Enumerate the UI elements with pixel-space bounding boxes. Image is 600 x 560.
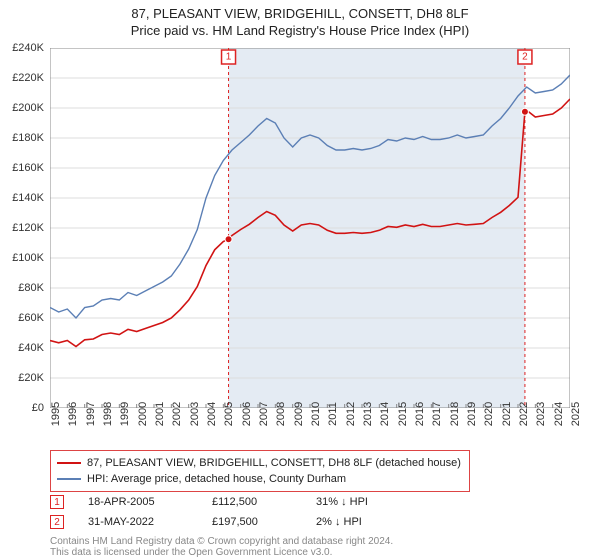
- x-tick-label: 2015: [397, 402, 409, 426]
- x-tick-label: 2002: [171, 402, 183, 426]
- x-tick-label: 2018: [449, 402, 461, 426]
- y-tick-label: £40K: [18, 342, 44, 354]
- y-tick-label: £120K: [12, 222, 44, 234]
- chart-area: 12 £0£20K£40K£60K£80K£100K£120K£140K£160…: [50, 48, 570, 408]
- y-tick-label: £0: [32, 402, 44, 414]
- legend-label: HPI: Average price, detached house, Coun…: [87, 471, 346, 487]
- x-tick-label: 1998: [102, 402, 114, 426]
- x-tick-label: 2012: [345, 402, 357, 426]
- y-tick-label: £200K: [12, 102, 44, 114]
- credits-line: This data is licensed under the Open Gov…: [50, 547, 393, 558]
- x-tick-label: 2005: [223, 402, 235, 426]
- legend-swatch: [57, 462, 81, 464]
- x-tick-label: 1995: [50, 402, 62, 426]
- x-tick-label: 2022: [518, 402, 530, 426]
- legend-swatch: [57, 478, 81, 480]
- y-tick-label: £140K: [12, 192, 44, 204]
- x-tick-label: 2014: [379, 402, 391, 426]
- x-tick-label: 2023: [535, 402, 547, 426]
- x-tick-label: 2024: [553, 402, 565, 426]
- transaction-marker-icon: 2: [50, 515, 64, 529]
- y-tick-label: £60K: [18, 312, 44, 324]
- y-tick-label: £180K: [12, 132, 44, 144]
- svg-text:2: 2: [522, 52, 528, 63]
- x-tick-label: 2010: [310, 402, 322, 426]
- x-tick-label: 2000: [137, 402, 149, 426]
- x-tick-label: 2021: [501, 402, 513, 426]
- y-tick-label: £100K: [12, 252, 44, 264]
- credits-line: Contains HM Land Registry data © Crown c…: [50, 536, 393, 547]
- x-tick-label: 2025: [570, 402, 582, 426]
- y-tick-label: £220K: [12, 72, 44, 84]
- transaction-marker-icon: 1: [50, 495, 64, 509]
- title-address: 87, PLEASANT VIEW, BRIDGEHILL, CONSETT, …: [0, 0, 600, 21]
- x-tick-label: 1999: [119, 402, 131, 426]
- legend-item: HPI: Average price, detached house, Coun…: [57, 471, 463, 487]
- svg-text:1: 1: [226, 52, 232, 63]
- table-row: 1 18-APR-2005 £112,500 31% ↓ HPI: [50, 492, 368, 512]
- tx-delta: 2% ↓ HPI: [316, 516, 362, 528]
- x-tick-label: 2011: [327, 402, 339, 426]
- legend-item: 87, PLEASANT VIEW, BRIDGEHILL, CONSETT, …: [57, 455, 463, 471]
- x-tick-label: 2017: [431, 402, 443, 426]
- legend-label: 87, PLEASANT VIEW, BRIDGEHILL, CONSETT, …: [87, 455, 461, 471]
- y-tick-label: £240K: [12, 42, 44, 54]
- y-tick-label: £160K: [12, 162, 44, 174]
- x-tick-label: 2008: [275, 402, 287, 426]
- x-tick-label: 2007: [258, 402, 270, 426]
- x-tick-label: 2006: [241, 402, 253, 426]
- tx-date: 18-APR-2005: [88, 496, 188, 508]
- title-subtitle: Price paid vs. HM Land Registry's House …: [0, 21, 600, 38]
- tx-delta: 31% ↓ HPI: [316, 496, 368, 508]
- x-tick-label: 2001: [154, 402, 166, 426]
- legend: 87, PLEASANT VIEW, BRIDGEHILL, CONSETT, …: [50, 450, 470, 492]
- transactions-table: 1 18-APR-2005 £112,500 31% ↓ HPI 2 31-MA…: [50, 492, 368, 532]
- tx-price: £197,500: [212, 516, 292, 528]
- x-tick-label: 1997: [85, 402, 97, 426]
- x-tick-label: 2013: [362, 402, 374, 426]
- table-row: 2 31-MAY-2022 £197,500 2% ↓ HPI: [50, 512, 368, 532]
- x-tick-label: 2009: [293, 402, 305, 426]
- line-chart: 12: [50, 48, 570, 408]
- x-tick-label: 2019: [466, 402, 478, 426]
- credits: Contains HM Land Registry data © Crown c…: [50, 536, 393, 558]
- x-tick-label: 2003: [189, 402, 201, 426]
- x-tick-label: 2016: [414, 402, 426, 426]
- y-tick-label: £20K: [18, 372, 44, 384]
- x-tick-label: 2004: [206, 402, 218, 426]
- x-tick-label: 1996: [67, 402, 79, 426]
- root: 87, PLEASANT VIEW, BRIDGEHILL, CONSETT, …: [0, 0, 600, 560]
- x-tick-label: 2020: [483, 402, 495, 426]
- tx-date: 31-MAY-2022: [88, 516, 188, 528]
- tx-price: £112,500: [212, 496, 292, 508]
- y-tick-label: £80K: [18, 282, 44, 294]
